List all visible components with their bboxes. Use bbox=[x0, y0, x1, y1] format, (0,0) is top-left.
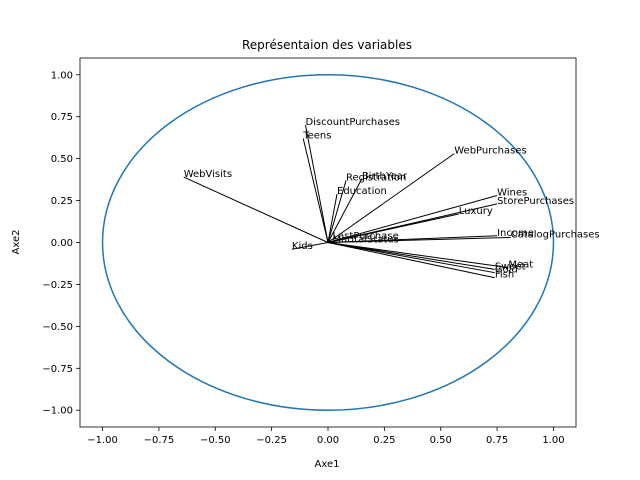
y-tick-label: 0.00 bbox=[51, 238, 73, 249]
y-tick-label: 0.25 bbox=[51, 196, 73, 207]
y-tick-label: 0.50 bbox=[51, 154, 73, 165]
x-axis-ticks: −1.00 −0.75 −0.50 −0.25 0.00 0.25 0.50 0.75 1.00 bbox=[87, 427, 565, 446]
y-tick-label: −0.50 bbox=[42, 322, 73, 333]
x-tick-label: −1.00 bbox=[87, 435, 118, 446]
arrow-discount-purchases bbox=[304, 124, 329, 243]
label-wines: Wines bbox=[497, 188, 527, 199]
y-tick-label: 1.00 bbox=[51, 70, 73, 81]
y-axis-ticks: −1.00 −0.75 −0.50 −0.25 0.00 0.25 0.50 0.75 1.00 bbox=[42, 70, 80, 417]
arrow-wines bbox=[327, 195, 498, 243]
arrow-catalog-purchases bbox=[327, 236, 511, 243]
chart-title: Représentaion des variables bbox=[242, 38, 412, 52]
y-tick-label: −1.00 bbox=[42, 406, 73, 417]
label-marital-status: MaritalStatus bbox=[333, 235, 399, 246]
plot-frame bbox=[79, 57, 577, 428]
label-sweet: Sweet bbox=[495, 261, 526, 272]
label-luxury: Luxury bbox=[459, 206, 493, 217]
arrow-web-purchases bbox=[327, 153, 455, 243]
arrow-last-purchase bbox=[327, 238, 333, 243]
label-kids: Kids bbox=[292, 241, 313, 252]
label-store-purchases: StorePurchases bbox=[497, 196, 574, 207]
label-meat: Meat bbox=[508, 260, 533, 271]
x-axis-label: Axe1 bbox=[315, 459, 340, 470]
label-gold: Gold bbox=[495, 265, 518, 276]
arrow-web-visits bbox=[183, 176, 329, 243]
arrow-luxury bbox=[327, 213, 459, 243]
label-web-purchases: WebPurchases bbox=[454, 146, 526, 157]
arrow-registration bbox=[327, 180, 347, 243]
label-registration: Registration bbox=[346, 172, 406, 183]
label-teens: Teens bbox=[302, 131, 331, 142]
label-catalog-purchases: CatalogPurchases bbox=[511, 229, 600, 240]
y-tick-label: 0.75 bbox=[51, 112, 73, 123]
x-tick-label: 0.75 bbox=[486, 435, 508, 446]
arrow-teens bbox=[302, 138, 329, 243]
label-discount-purchases: DiscountPurchases bbox=[305, 117, 400, 128]
y-tick-label: −0.25 bbox=[42, 280, 73, 291]
x-tick-label: −0.25 bbox=[256, 435, 287, 446]
variable-labels: DiscountPurchases Teens WebVisits WebPurcha… bbox=[184, 117, 600, 281]
label-education: Education bbox=[337, 186, 387, 197]
x-tick-label: −0.75 bbox=[144, 435, 175, 446]
arrow-sweet bbox=[327, 242, 495, 270]
arrow-kids bbox=[291, 242, 329, 250]
y-tick-label: −0.75 bbox=[42, 364, 73, 375]
arrow-birth-year bbox=[327, 178, 363, 243]
x-tick-label: 0.00 bbox=[317, 435, 339, 446]
label-fish: Fish bbox=[495, 270, 514, 281]
variable-arrows bbox=[183, 124, 511, 279]
x-tick-label: 0.50 bbox=[430, 435, 452, 446]
label-birth-year: BirthYear bbox=[362, 171, 408, 182]
x-tick-label: 0.25 bbox=[373, 435, 395, 446]
arrow-fish bbox=[327, 242, 495, 279]
y-axis-label: Axe2 bbox=[11, 230, 22, 255]
label-last-purchase: LastPurchase bbox=[333, 231, 399, 242]
x-tick-label: 1.00 bbox=[542, 435, 564, 446]
arrow-education bbox=[327, 193, 338, 243]
arrow-meat bbox=[327, 242, 509, 269]
x-tick-label: −0.50 bbox=[200, 435, 231, 446]
arrow-gold bbox=[327, 242, 495, 274]
unit-circle bbox=[101, 74, 555, 411]
label-income: Income bbox=[497, 228, 534, 239]
label-web-visits: WebVisits bbox=[184, 169, 232, 180]
